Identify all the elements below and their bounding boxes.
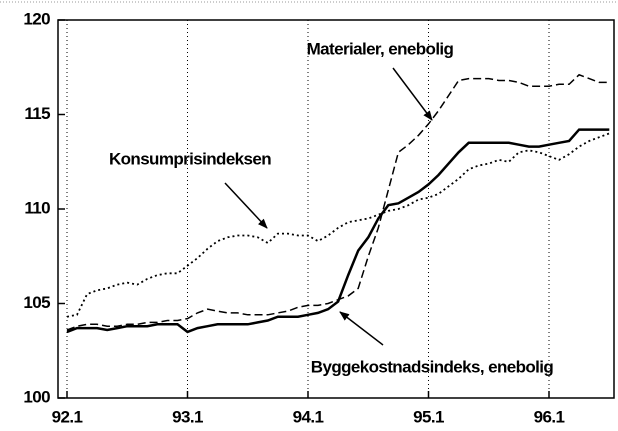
x-tick-label: 93.1 [172, 407, 203, 426]
annotation-arrow [392, 67, 433, 121]
series-label: Konsumprisindeksen [109, 149, 271, 168]
series-label: Byggekostnadsindeks, enebolig [311, 357, 554, 376]
annotation-arrow [224, 182, 268, 229]
x-tick-label: 95.1 [413, 407, 444, 426]
series-label: Materialer, enebolig [307, 39, 454, 58]
y-tick-label: 115 [24, 104, 50, 123]
annotation-arrow [339, 311, 384, 346]
x-tick-label: 92.1 [52, 407, 83, 426]
series-line [66, 132, 610, 318]
y-tick-label: 120 [23, 9, 50, 28]
y-tick-label: 100 [23, 387, 50, 406]
series-line [66, 128, 610, 334]
x-tick-label: 96.1 [534, 407, 565, 426]
series-line [66, 73, 610, 331]
plot-frame [57, 19, 615, 399]
y-tick-label: 110 [24, 198, 50, 217]
y-tick-label: 105 [23, 293, 50, 312]
x-tick-label: 94.1 [293, 407, 324, 426]
